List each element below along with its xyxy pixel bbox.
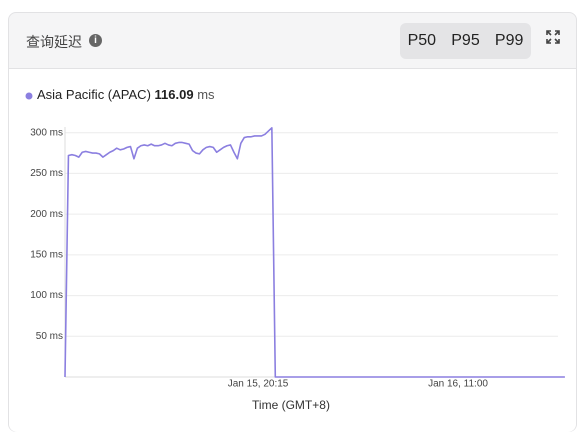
legend-dot — [25, 92, 33, 100]
info-icon[interactable]: i — [89, 34, 102, 47]
y-tick-label: 50 ms — [36, 331, 63, 342]
y-tick-label: 100 ms — [30, 290, 63, 301]
panel: 查询延迟 i P50 P95 P99 — [8, 12, 577, 432]
y-tick-label: 200 ms — [30, 209, 63, 220]
x-tick-label: Jan 16, 11:00 — [428, 379, 488, 390]
legend-unit: ms — [197, 87, 215, 102]
panel-title: 查询延迟 — [26, 34, 82, 50]
y-tick-label: 250 ms — [30, 168, 63, 179]
legend-value: 116.09 — [155, 87, 194, 102]
series-line — [64, 127, 565, 378]
x-tick-label: Jan 15, 20:15 — [228, 379, 289, 390]
percentile-buttons: P50 P95 P99 — [400, 23, 531, 59]
y-tick-label: 150 ms — [30, 249, 63, 260]
percentile-button[interactable]: P99 — [494, 32, 524, 49]
expand-icon[interactable] — [546, 30, 560, 44]
y-tick-label: 300 ms — [30, 127, 63, 138]
legend-entry: Asia Pacific (APAC) 116.09 ms — [37, 87, 215, 102]
chart-card — [9, 68, 576, 432]
legend-name: Asia Pacific (APAC) — [37, 87, 151, 102]
percentile-button[interactable]: P95 — [451, 32, 480, 49]
percentile-button[interactable]: P50 — [407, 32, 437, 49]
x-axis-label: Time (GMT+8) — [252, 398, 330, 412]
